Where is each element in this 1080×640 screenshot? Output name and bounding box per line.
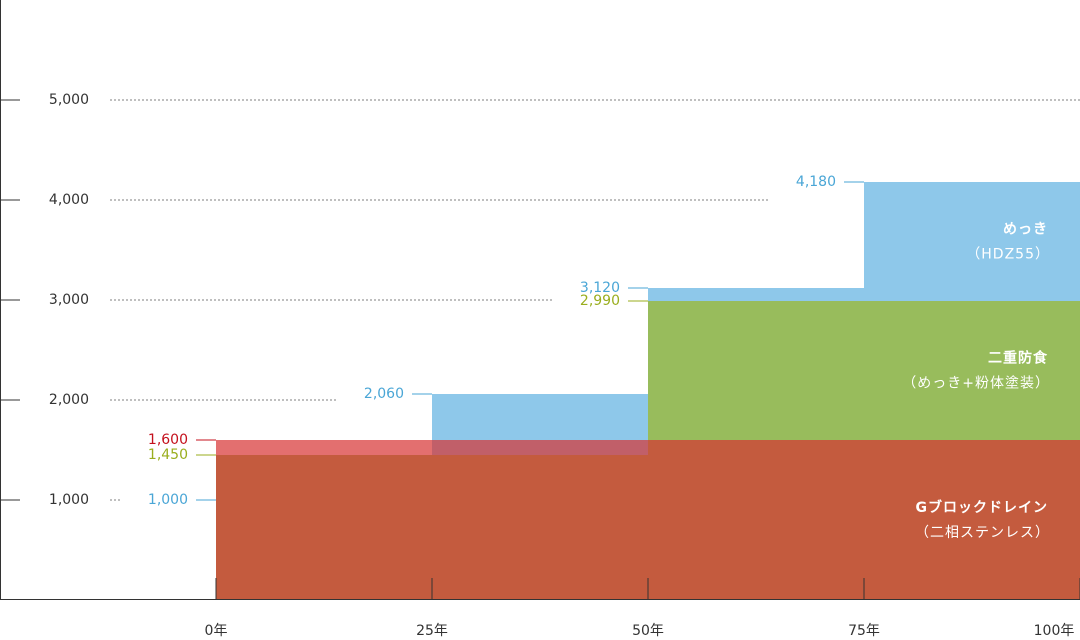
value-label: 3,120 bbox=[580, 280, 620, 296]
y-tick-label: 4,000 bbox=[49, 192, 89, 208]
value-label: 2,060 bbox=[364, 386, 404, 402]
x-tick-label: 50年 bbox=[632, 623, 664, 639]
value-label: 4,180 bbox=[796, 174, 836, 190]
y-tick-label: 3,000 bbox=[49, 292, 89, 308]
value-label: 1,450 bbox=[148, 447, 188, 463]
x-tick-label: 100年 bbox=[1034, 623, 1075, 639]
value-label: 1,600 bbox=[148, 432, 188, 448]
series-label: めっき bbox=[1003, 222, 1048, 238]
value-label: 2,990 bbox=[580, 293, 620, 309]
x-tick-label: 0年 bbox=[205, 623, 228, 639]
value-label: 1,000 bbox=[148, 492, 188, 508]
series-label: Gブロックドレイン bbox=[916, 499, 1049, 516]
series-label: 二重防食 bbox=[988, 350, 1048, 367]
series-sublabel: （HDZ55） bbox=[966, 247, 1050, 263]
x-tick-label: 25年 bbox=[416, 623, 448, 639]
y-tick-label: 5,000 bbox=[49, 92, 89, 108]
y-tick-label: 1,000 bbox=[49, 492, 89, 508]
step-area bbox=[216, 440, 1080, 600]
series-sublabel: （二相ステンレス） bbox=[915, 525, 1050, 541]
series-sublabel: （めっき+粉体塗装） bbox=[902, 375, 1050, 392]
x-tick-label: 75年 bbox=[848, 623, 880, 639]
y-tick-label: 2,000 bbox=[49, 392, 89, 408]
